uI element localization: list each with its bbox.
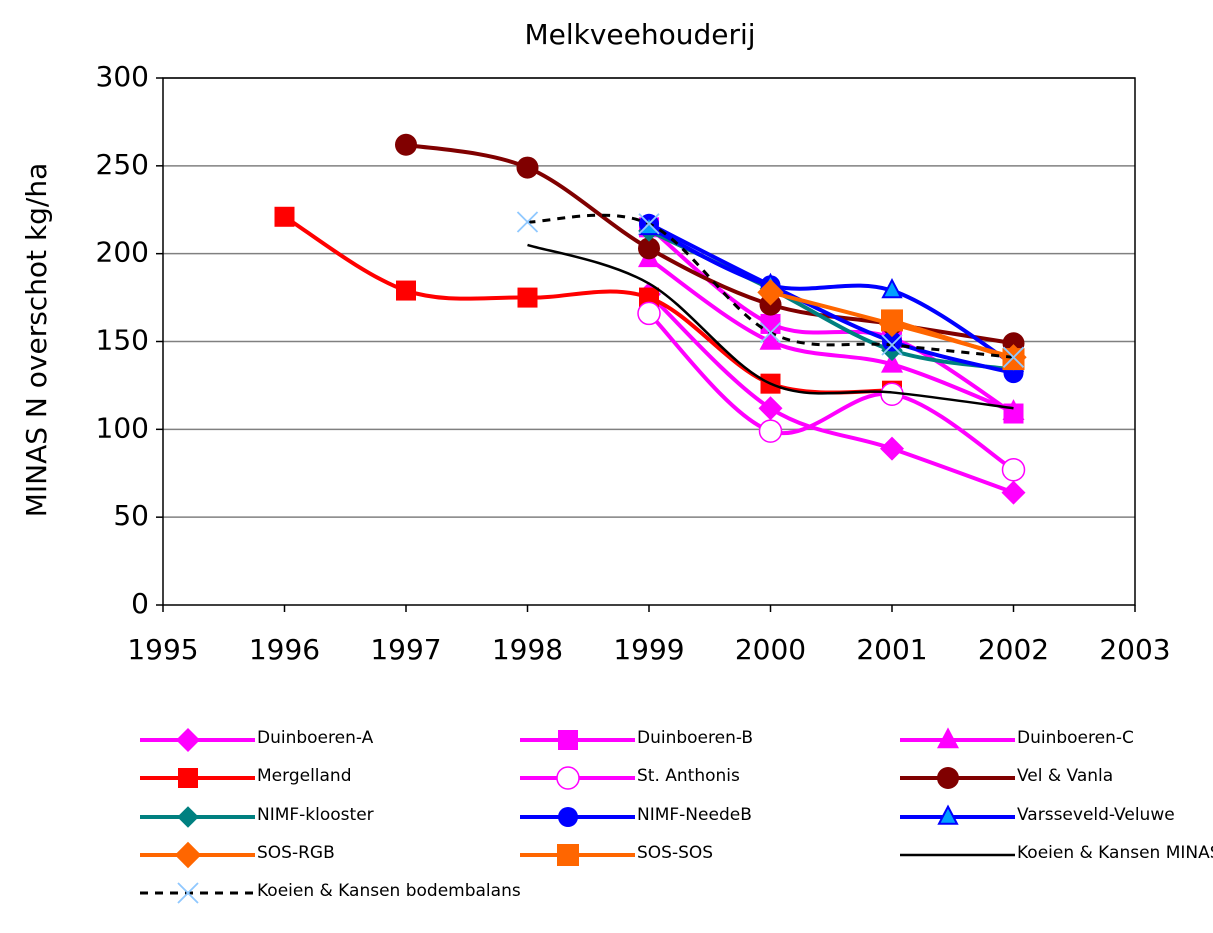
marker (758, 419, 783, 443)
marker (759, 328, 782, 350)
legend-label: Koeien & Kansen bodembalans (257, 881, 521, 901)
series (637, 301, 1026, 482)
legend-marker (177, 882, 199, 904)
marker (881, 334, 903, 356)
legend-label: Duinboeren-C (1017, 728, 1134, 748)
marker (639, 287, 659, 308)
legend-label: St. Anthonis (637, 766, 740, 786)
marker (881, 351, 903, 373)
legend-marker (937, 727, 959, 749)
plot-frame (162, 77, 1136, 606)
legend-label: NIMF-NeedeB (637, 805, 752, 825)
chart-title: Melkveehouderij (524, 18, 755, 51)
legend-marker (178, 768, 198, 788)
marker (758, 396, 783, 421)
legend-label: NIMF-klooster (257, 805, 374, 825)
marker (517, 287, 538, 308)
legend-label: Koeien & Kansen MINAS (1017, 843, 1213, 863)
marker (1002, 348, 1025, 371)
marker (1001, 457, 1026, 482)
marker (881, 309, 903, 332)
series (527, 243, 1014, 410)
legend-label: SOS-SOS (637, 843, 713, 863)
legend-marker (174, 841, 202, 869)
x-tick-label: 1997 (370, 633, 441, 666)
y-tick-label: 150 (96, 324, 149, 357)
marker (396, 280, 416, 301)
marker (759, 322, 782, 344)
y-tick-label: 200 (96, 236, 149, 269)
legend-marker (177, 806, 199, 828)
marker (638, 213, 660, 235)
marker (516, 156, 539, 179)
x-tick-label: 2002 (978, 633, 1049, 666)
series-line (647, 311, 1015, 472)
legend-label: SOS-RGB (257, 843, 335, 863)
legend-label: Vel & Vanla (1017, 766, 1113, 786)
y-tick-label: 0 (131, 587, 149, 620)
series-line (527, 243, 1014, 410)
legend-marker (558, 807, 578, 827)
legend-marker (937, 767, 959, 789)
x-tick-label: 1995 (127, 633, 198, 666)
y-axis-label: MINAS N overschot kg/ha (20, 163, 53, 518)
marker (1001, 480, 1026, 505)
marker (880, 436, 904, 461)
x-tick-label: 1998 (492, 633, 563, 666)
series-line (647, 292, 1015, 495)
marker (1002, 346, 1025, 368)
legend-label: Duinboeren-A (257, 728, 374, 748)
y-tick-label: 100 (96, 411, 149, 444)
legend-marker (176, 728, 200, 752)
legend-label: Varsseveld-Veluwe (1017, 805, 1175, 825)
legend-marker (937, 804, 959, 825)
legend-label: Duinboeren-B (637, 728, 753, 748)
y-tick-label: 250 (96, 148, 149, 181)
legend-marker (558, 730, 578, 750)
marker (882, 331, 902, 352)
marker (757, 279, 784, 306)
series-line (648, 225, 1015, 367)
series (638, 246, 1025, 421)
y-tick-label: 300 (96, 60, 149, 93)
x-tick-label: 2003 (1099, 633, 1170, 666)
marker (638, 237, 660, 260)
series (881, 309, 1025, 371)
marker (395, 133, 417, 156)
series-line (647, 257, 1015, 414)
series-line (647, 225, 1015, 416)
x-tick-label: 1996 (249, 633, 320, 666)
x-tick-label: 2001 (856, 633, 927, 666)
y-tick-label: 50 (113, 499, 149, 532)
legend-label: Mergelland (257, 766, 352, 786)
series-line (648, 222, 1015, 376)
legend-marker (557, 844, 579, 866)
marker (881, 278, 903, 299)
x-tick-label: 1999 (613, 633, 684, 666)
x-tick-label: 2000 (735, 633, 806, 666)
legend-marker (556, 766, 580, 790)
series (516, 211, 1025, 368)
marker (637, 301, 661, 326)
marker (274, 206, 295, 227)
marker (1002, 399, 1025, 421)
marker (516, 211, 539, 233)
